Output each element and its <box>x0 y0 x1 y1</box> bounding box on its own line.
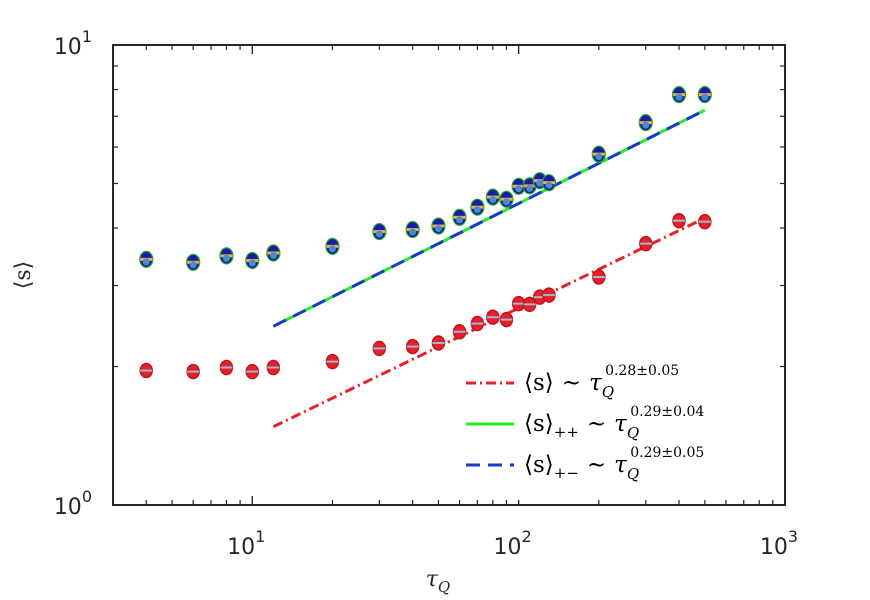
legend-lhs: ⟨s⟩ <box>524 411 554 437</box>
legend-tau-sub: Q <box>602 383 614 401</box>
legend-rel: ∼ <box>587 411 606 437</box>
legend-tau: τ <box>589 370 603 396</box>
legend-entries: ⟨s⟩ ∼ τQ0.28±0.05⟨s⟩++ ∼ τQ0.29±0.04⟨s⟩+− ∼ τQ… <box>466 363 704 483</box>
x-axis-label-sub: Q <box>438 578 450 596</box>
point-s-pm <box>536 179 544 187</box>
legend-rel: ∼ <box>587 452 606 478</box>
legend-label-2: ⟨s⟩+− ∼ τQ 0.29±0.05 <box>524 445 704 483</box>
point-s-pm <box>502 198 510 206</box>
legend-label-0: ⟨s⟩ ∼ τQ 0.28±0.05 <box>524 363 679 401</box>
y-tick-label: 101 <box>54 27 92 60</box>
x-tick-base: 10 <box>494 535 522 560</box>
legend-lhs: ⟨s⟩ <box>524 370 554 396</box>
point-s-pm <box>434 225 442 233</box>
point-s-pm <box>675 93 683 101</box>
markers <box>139 86 712 380</box>
x-tick-base: 10 <box>760 535 788 560</box>
x-tick-label: 101 <box>227 527 265 560</box>
x-tick-exp: 1 <box>255 527 265 546</box>
y-tick-base: 10 <box>54 495 82 520</box>
x-tick-exp: 3 <box>788 527 798 546</box>
y-tick-exp: 1 <box>82 27 92 46</box>
x-tick-labels: 101 102 103 <box>227 527 798 560</box>
point-s-pm <box>142 258 150 266</box>
fit-lines <box>272 108 706 429</box>
point-s-pm <box>456 216 464 224</box>
x-axis-label-main: τ <box>426 567 439 592</box>
x-tick-exp: 2 <box>522 527 532 546</box>
legend-box <box>455 352 780 500</box>
x-tick-label: 103 <box>760 527 798 560</box>
legend-lhs-sub: +− <box>554 464 579 482</box>
x-tick-base: 10 <box>227 535 255 560</box>
plot-frame <box>112 44 786 506</box>
legend-exp: 0.29±0.04 <box>630 404 704 420</box>
y-tick-label: 100 <box>54 487 92 520</box>
legend: ⟨s⟩ ∼ τQ0.28±0.05⟨s⟩++ ∼ τQ0.29±0.04⟨s⟩+− ∼ τQ… <box>455 352 780 500</box>
legend-tau-sub: Q <box>627 424 639 442</box>
point-s-pm <box>375 230 383 238</box>
point-s-pm <box>189 261 197 269</box>
y-tick-exp: 0 <box>82 487 92 506</box>
point-s-pm <box>222 254 230 262</box>
point-s-pm <box>489 196 497 204</box>
legend-tau-sub: Q <box>627 465 639 483</box>
x-axis-label: τQ <box>426 567 450 596</box>
point-s-pm <box>526 184 534 192</box>
legend-exp: 0.28±0.05 <box>605 363 679 379</box>
point-s-pm <box>701 93 709 101</box>
legend-rel: ∼ <box>562 370 581 396</box>
point-s-pm <box>328 245 336 253</box>
y-tick-base: 10 <box>54 35 82 60</box>
legend-tau: τ <box>614 411 628 437</box>
point-s-pm <box>473 206 481 214</box>
point-s-pm <box>515 185 523 193</box>
fit-s-pm-line <box>272 108 706 328</box>
point-s-pm <box>595 153 603 161</box>
point-s-pm <box>642 121 650 129</box>
legend-lhs: ⟨s⟩ <box>524 452 554 478</box>
legend-label-1: ⟨s⟩++ ∼ τQ 0.29±0.04 <box>524 404 704 442</box>
point-s-pm <box>248 259 256 267</box>
point-s-pm <box>269 252 277 260</box>
x-tick-label: 102 <box>494 527 532 560</box>
point-s-pm <box>545 181 553 189</box>
y-axis-label: ⟨s⟩ <box>11 261 36 289</box>
legend-lhs-sub: ++ <box>554 423 579 441</box>
point-s-pm <box>409 228 417 236</box>
legend-exp: 0.29±0.05 <box>630 445 704 461</box>
legend-tau: τ <box>614 452 628 478</box>
